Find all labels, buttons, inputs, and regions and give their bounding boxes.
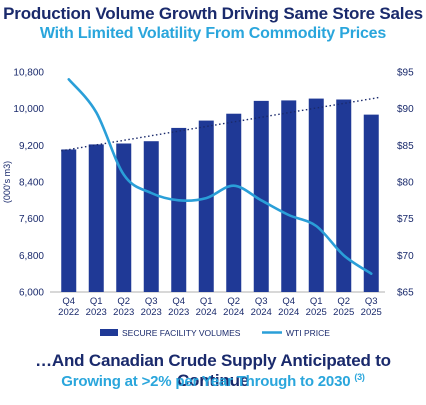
y-axis-label: (000's m3) <box>2 161 12 203</box>
legend-swatch-bars <box>100 329 118 336</box>
y-tick-label: 6,800 <box>19 251 44 262</box>
x-tick-label: Q1 <box>90 296 103 307</box>
combo-chart: (000's m3) 6,000 6,800 7,600 8,400 9,200 10,0… <box>2 68 414 339</box>
y2-axis-ticks: $65 $70 $75 $80 $85 $90 $95 <box>397 68 414 299</box>
bar <box>226 113 242 292</box>
x-tick-label: Q4 <box>282 296 295 307</box>
bar <box>363 114 379 292</box>
x-tick-label: 2025 <box>306 307 327 318</box>
y2-tick-label: $90 <box>397 104 414 115</box>
x-tick-label: Q3 <box>365 296 378 307</box>
footer-line-2: Growing at >2% per Year Through to 2030 … <box>0 372 426 390</box>
x-axis-ticks: Q42022Q12023Q22023Q32023Q42023Q12024Q220… <box>58 296 382 318</box>
y-axis-ticks: 6,000 6,800 7,600 8,400 9,200 10,000 10,800 <box>13 68 44 299</box>
chart-subtitle: With Limited Volatility From Commodity P… <box>39 25 387 42</box>
x-tick-label: Q3 <box>255 296 268 307</box>
x-tick-label: 2023 <box>113 307 134 318</box>
chart-title: Production Volume Growth Driving Same St… <box>3 4 423 23</box>
lines-group <box>61 78 381 275</box>
bar <box>281 100 297 293</box>
x-tick-label: Q1 <box>310 296 323 307</box>
bar <box>308 98 324 292</box>
y2-tick-label: $70 <box>397 251 414 262</box>
y2-tick-label: $85 <box>397 141 414 152</box>
x-tick-label: 2025 <box>361 307 382 318</box>
y-tick-label: 10,800 <box>13 68 44 79</box>
x-tick-label: 2023 <box>168 307 189 318</box>
y-tick-label: 8,400 <box>19 178 44 189</box>
x-tick-label: Q2 <box>227 296 240 307</box>
y2-tick-label: $75 <box>397 214 414 225</box>
y2-tick-label: $65 <box>397 288 414 299</box>
legend-label-bars: SECURE FACILITY VOLUMES <box>122 328 241 338</box>
x-tick-label: Q2 <box>337 296 350 307</box>
x-tick-label: 2024 <box>251 307 272 318</box>
y2-tick-label: $80 <box>397 178 414 189</box>
footnote-ref: (3) <box>354 372 365 382</box>
bar <box>171 127 187 293</box>
y2-tick-label: $95 <box>397 68 414 79</box>
bar <box>143 141 159 292</box>
y-axis-label-group: (000's m3) <box>2 161 12 203</box>
y-tick-label: 9,200 <box>19 141 44 152</box>
legend-label-line: WTI PRICE <box>286 328 330 338</box>
footer-line-2-text: Growing at >2% per Year Through to 2030 <box>61 373 351 390</box>
x-tick-label: Q4 <box>172 296 185 307</box>
x-tick-label: 2023 <box>86 307 107 318</box>
x-tick-label: Q1 <box>200 296 213 307</box>
wti-price-line <box>67 78 373 275</box>
bar <box>88 144 104 292</box>
x-tick-label: 2024 <box>196 307 217 318</box>
x-tick-label: 2023 <box>141 307 162 318</box>
y-tick-label: 10,000 <box>13 104 44 115</box>
footer-line-1: …And Canadian Crude Supply Anticipated t… <box>35 351 391 390</box>
x-tick-label: Q3 <box>145 296 158 307</box>
bar <box>336 99 352 292</box>
x-tick-label: Q2 <box>117 296 130 307</box>
x-tick-label: Q4 <box>62 296 75 307</box>
x-tick-label: 2025 <box>333 307 354 318</box>
bar <box>253 100 269 292</box>
y-tick-label: 7,600 <box>19 214 44 225</box>
legend: SECURE FACILITY VOLUMES WTI PRICE <box>100 328 330 338</box>
bar <box>61 149 77 292</box>
x-tick-label: 2022 <box>58 307 79 318</box>
x-tick-label: 2024 <box>223 307 244 318</box>
x-tick-label: 2024 <box>278 307 299 318</box>
y-tick-label: 6,000 <box>19 288 44 299</box>
bar <box>198 120 214 292</box>
bars-group <box>61 98 379 293</box>
